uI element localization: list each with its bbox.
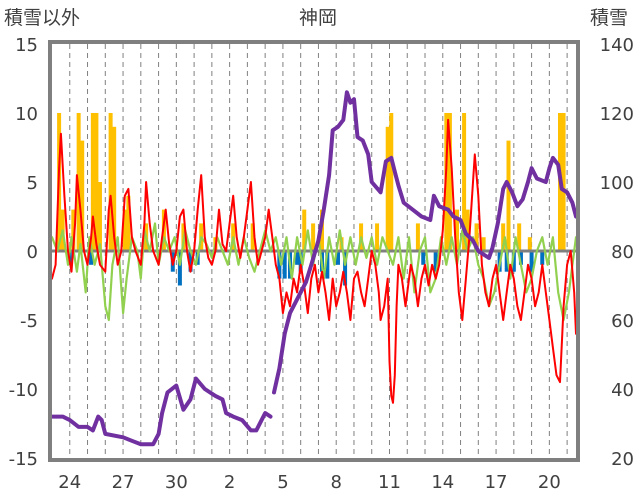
plot-frame xyxy=(48,40,580,462)
snow_depth-line xyxy=(50,376,273,447)
x-tick-label: 17 xyxy=(485,472,508,493)
precipitation-bar xyxy=(90,113,95,251)
precipitation-bar xyxy=(465,209,470,251)
precipitation-bar xyxy=(80,140,85,251)
left-tick-label: -15 xyxy=(9,449,38,470)
snow_change-bar xyxy=(188,251,193,272)
x-axis-ticks: 24 27 30 2 5 8 11 14 17 20 xyxy=(58,472,560,493)
precipitation-bar xyxy=(415,223,420,251)
snow_change-bar xyxy=(504,251,509,272)
left-tick-label: 10 xyxy=(15,104,38,125)
snow_change-bar xyxy=(177,251,182,286)
x-tick-label: 24 xyxy=(58,472,81,493)
x-tick-label: 5 xyxy=(277,472,288,493)
left-axis-ticks: 15 10 5 0 -5 -10 -15 xyxy=(9,35,38,470)
snow_change-bar xyxy=(325,251,330,279)
right-tick-label: 120 xyxy=(600,104,634,125)
left-axis-label: 積雪以外 xyxy=(4,7,80,29)
right-tick-label: 40 xyxy=(611,380,634,401)
snow_change-bar xyxy=(540,251,545,265)
temperature-line xyxy=(51,118,577,404)
x-tick-label: 2 xyxy=(224,472,235,493)
snow_change-bar xyxy=(529,251,534,272)
precipitation-bar xyxy=(506,140,511,251)
x-tick-label: 8 xyxy=(330,472,341,493)
left-tick-label: -10 xyxy=(9,380,38,401)
right-axis-label: 積雪 xyxy=(590,7,628,29)
snow_change-bar xyxy=(343,251,348,286)
snow_change-bar xyxy=(295,251,300,265)
precipitation-bar xyxy=(122,209,127,251)
precipitation-bar xyxy=(561,113,566,251)
precipitation-bar xyxy=(454,209,459,251)
chart-title: 神岡 xyxy=(299,7,337,29)
snow_depth-line xyxy=(272,90,578,395)
left-tick-label: -5 xyxy=(20,311,38,332)
x-tick-label: 11 xyxy=(378,472,401,493)
precipitation-bar xyxy=(97,182,102,251)
snow_change-bar xyxy=(277,251,282,279)
precipitation-bar xyxy=(481,237,486,251)
precipitation-bar xyxy=(126,195,131,251)
precipitation-bar xyxy=(447,113,452,251)
precipitation-bar xyxy=(71,209,76,251)
x-tick-label: 27 xyxy=(112,472,135,493)
precipitation-bar xyxy=(112,126,117,251)
right-axis-ticks: 140 120 100 80 60 40 20 xyxy=(600,35,634,470)
left-tick-label: 5 xyxy=(27,173,38,194)
right-tick-label: 20 xyxy=(611,449,634,470)
x-tick-label: 14 xyxy=(431,472,454,493)
right-tick-label: 60 xyxy=(611,311,634,332)
left-tick-label: 0 xyxy=(27,242,38,263)
snow_change-bar xyxy=(511,251,516,272)
x-tick-label: 20 xyxy=(538,472,561,493)
precipitation-bar xyxy=(389,113,394,251)
left-tick-label: 15 xyxy=(15,35,38,56)
snow_change-bar xyxy=(421,251,426,265)
precipitation-bar xyxy=(108,113,113,251)
right-tick-label: 80 xyxy=(611,242,634,263)
precipitation-bar xyxy=(474,223,479,251)
precipitation-bar xyxy=(517,223,522,251)
snow_change-bar xyxy=(282,251,287,279)
plot-area xyxy=(50,44,578,458)
right-tick-label: 100 xyxy=(600,173,634,194)
precipitation-bar xyxy=(250,223,255,251)
precipitation-bar xyxy=(501,223,506,251)
snow_change-bar xyxy=(433,251,438,272)
precipitation-bar xyxy=(94,113,99,251)
precipitation-bar xyxy=(385,126,390,251)
snow_change-bar xyxy=(518,251,523,265)
precipitation-bar xyxy=(76,113,81,251)
right-tick-label: 140 xyxy=(600,35,634,56)
precipitation-bar xyxy=(527,237,532,251)
x-tick-label: 30 xyxy=(165,472,188,493)
precipitation-bar xyxy=(462,113,467,251)
precipitation-bar xyxy=(375,223,380,251)
precipitation-bar xyxy=(302,209,307,251)
precipitation-bar xyxy=(311,223,316,251)
snow_change-bar xyxy=(298,251,303,272)
snow_change-bar xyxy=(335,251,340,265)
snow_change-bar xyxy=(89,251,94,265)
